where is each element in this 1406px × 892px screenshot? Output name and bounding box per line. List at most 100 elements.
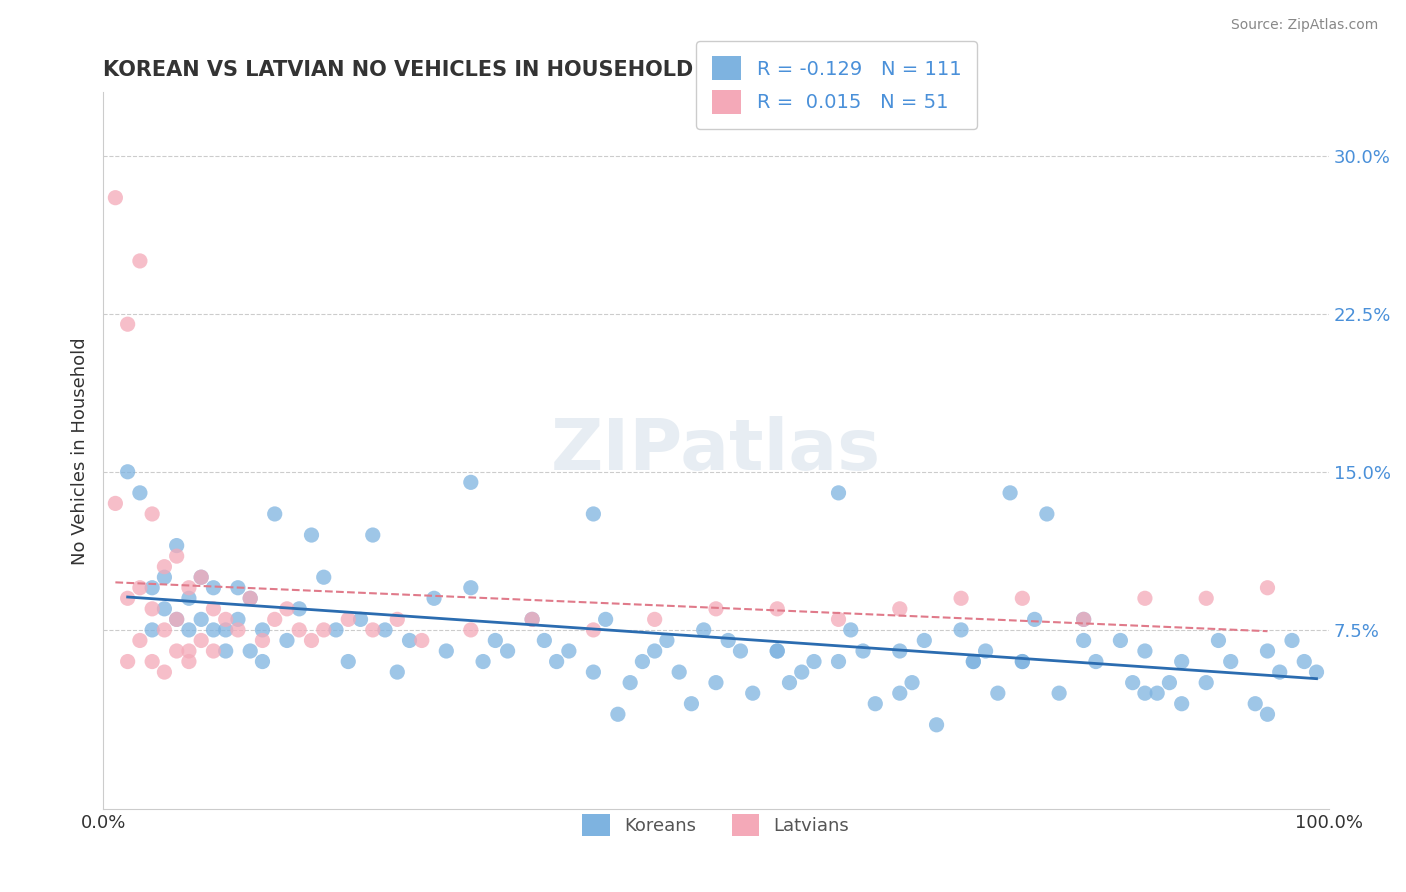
Point [141, 581, 163, 595]
Point [226, 623, 249, 637]
Point [190, 570, 212, 584]
Point [1256, 644, 1278, 658]
Point [1208, 633, 1230, 648]
Point [827, 486, 849, 500]
Point [839, 623, 862, 637]
Point [337, 612, 360, 626]
Point [827, 612, 849, 626]
Point [1073, 633, 1095, 648]
Point [1256, 581, 1278, 595]
Point [411, 633, 433, 648]
Point [950, 623, 973, 637]
Point [166, 612, 188, 626]
Point [558, 644, 581, 658]
Point [1281, 633, 1303, 648]
Point [153, 559, 176, 574]
Point [129, 254, 152, 268]
Point [215, 623, 238, 637]
Point [141, 507, 163, 521]
Point [239, 644, 262, 658]
Point [950, 591, 973, 606]
Point [606, 707, 628, 722]
Point [374, 623, 396, 637]
Point [177, 623, 200, 637]
Point [177, 655, 200, 669]
Point [202, 581, 225, 595]
Point [190, 633, 212, 648]
Point [901, 675, 924, 690]
Point [141, 602, 163, 616]
Point [644, 644, 666, 658]
Point [263, 612, 285, 626]
Point [496, 644, 519, 658]
Legend: R = -0.129   N = 111, R =  0.015   N = 51: R = -0.129 N = 111, R = 0.015 N = 51 [696, 41, 977, 129]
Point [1133, 591, 1156, 606]
Point [1133, 644, 1156, 658]
Point [520, 612, 543, 626]
Point [1011, 591, 1033, 606]
Point [129, 633, 152, 648]
Point [1195, 675, 1218, 690]
Point [974, 644, 997, 658]
Point [153, 570, 176, 584]
Point [301, 528, 323, 542]
Point [202, 644, 225, 658]
Point [177, 591, 200, 606]
Point [766, 602, 789, 616]
Point [190, 570, 212, 584]
Legend: Koreans, Latvians: Koreans, Latvians [575, 806, 856, 843]
Point [582, 665, 605, 679]
Point [252, 655, 274, 669]
Point [361, 528, 384, 542]
Point [1024, 612, 1046, 626]
Point [337, 655, 360, 669]
Point [1122, 675, 1144, 690]
Text: ZIPatlas: ZIPatlas [551, 417, 882, 485]
Point [730, 644, 752, 658]
Text: KOREAN VS LATVIAN NO VEHICLES IN HOUSEHOLD CORRELATION CHART: KOREAN VS LATVIAN NO VEHICLES IN HOUSEHO… [103, 60, 950, 79]
Point [472, 655, 495, 669]
Point [741, 686, 763, 700]
Point [484, 633, 506, 648]
Point [1268, 665, 1291, 679]
Point [962, 655, 984, 669]
Point [460, 475, 482, 490]
Point [276, 633, 298, 648]
Text: Source: ZipAtlas.com: Source: ZipAtlas.com [1230, 18, 1378, 32]
Point [166, 549, 188, 563]
Point [215, 644, 238, 658]
Point [681, 697, 703, 711]
Point [312, 623, 335, 637]
Point [117, 465, 139, 479]
Point [129, 486, 152, 500]
Point [288, 623, 311, 637]
Point [912, 633, 935, 648]
Point [790, 665, 813, 679]
Point [398, 633, 420, 648]
Point [226, 581, 249, 595]
Point [1244, 697, 1267, 711]
Point [655, 633, 678, 648]
Point [631, 655, 654, 669]
Point [925, 718, 948, 732]
Point [1159, 675, 1181, 690]
Point [1146, 686, 1168, 700]
Point [460, 623, 482, 637]
Point [1256, 707, 1278, 722]
Point [166, 644, 188, 658]
Point [889, 686, 911, 700]
Point [766, 644, 789, 658]
Point [644, 612, 666, 626]
Point [1195, 591, 1218, 606]
Point [288, 602, 311, 616]
Point [962, 655, 984, 669]
Point [276, 602, 298, 616]
Point [166, 539, 188, 553]
Point [141, 623, 163, 637]
Point [239, 591, 262, 606]
Point [546, 655, 568, 669]
Point [582, 507, 605, 521]
Point [1109, 633, 1132, 648]
Point [263, 507, 285, 521]
Point [779, 675, 801, 690]
